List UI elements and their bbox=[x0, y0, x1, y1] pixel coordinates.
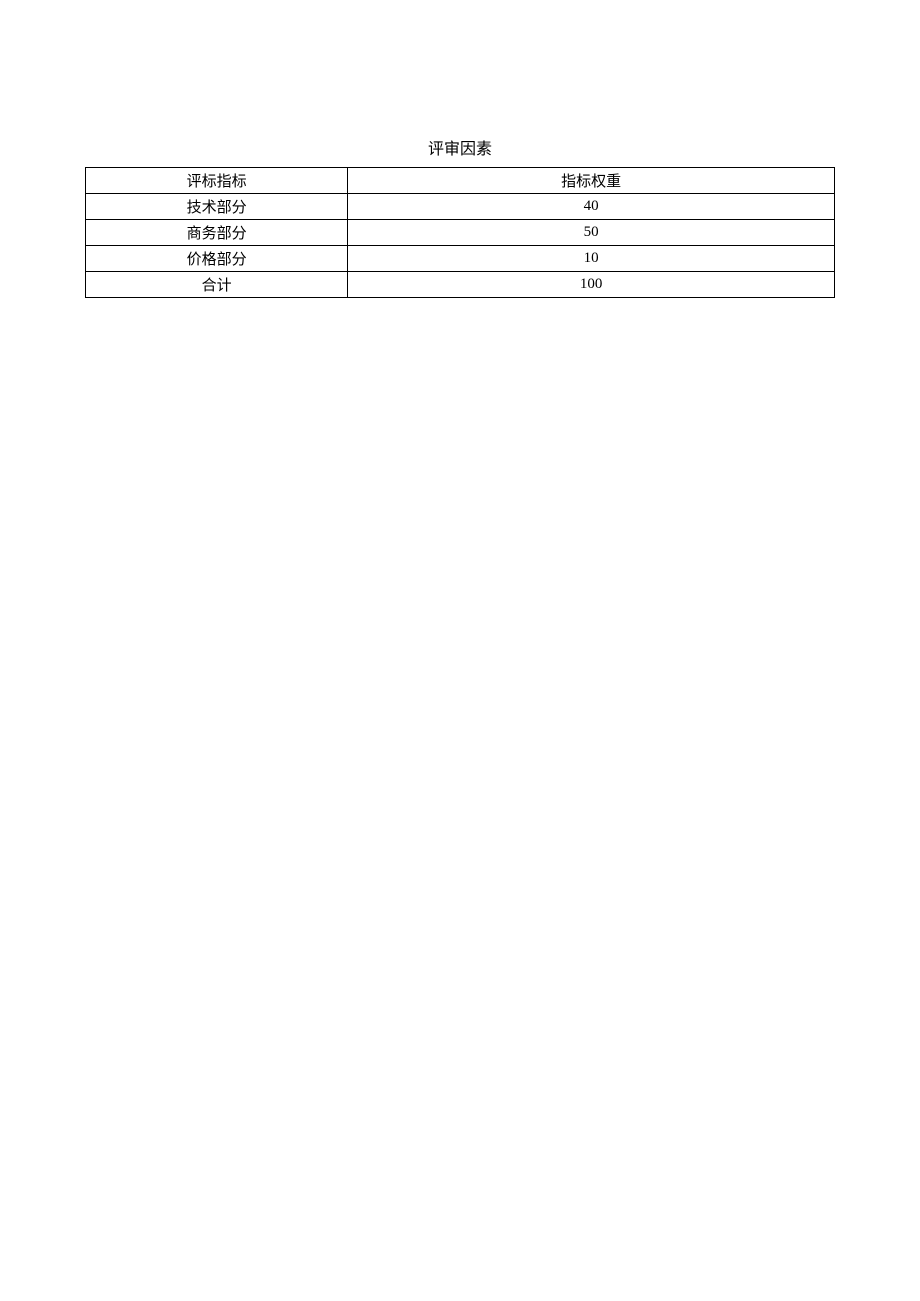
cell-weight: 10 bbox=[348, 246, 835, 272]
cell-indicator: 价格部分 bbox=[86, 246, 348, 272]
cell-indicator: 技术部分 bbox=[86, 194, 348, 220]
table-row: 价格部分 10 bbox=[86, 246, 835, 272]
column-header-weight: 指标权重 bbox=[348, 168, 835, 194]
evaluation-table-container: 评标指标 指标权重 技术部分 40 商务部分 50 价格部分 10 合计 100 bbox=[85, 167, 835, 298]
cell-indicator: 商务部分 bbox=[86, 220, 348, 246]
table-title: 评审因素 bbox=[0, 135, 920, 159]
table-header-row: 评标指标 指标权重 bbox=[86, 168, 835, 194]
cell-indicator: 合计 bbox=[86, 272, 348, 298]
table-row: 技术部分 40 bbox=[86, 194, 835, 220]
cell-weight: 50 bbox=[348, 220, 835, 246]
cell-weight: 100 bbox=[348, 272, 835, 298]
evaluation-table: 评标指标 指标权重 技术部分 40 商务部分 50 价格部分 10 合计 100 bbox=[85, 167, 835, 298]
table-row: 合计 100 bbox=[86, 272, 835, 298]
column-header-indicator: 评标指标 bbox=[86, 168, 348, 194]
table-row: 商务部分 50 bbox=[86, 220, 835, 246]
cell-weight: 40 bbox=[348, 194, 835, 220]
